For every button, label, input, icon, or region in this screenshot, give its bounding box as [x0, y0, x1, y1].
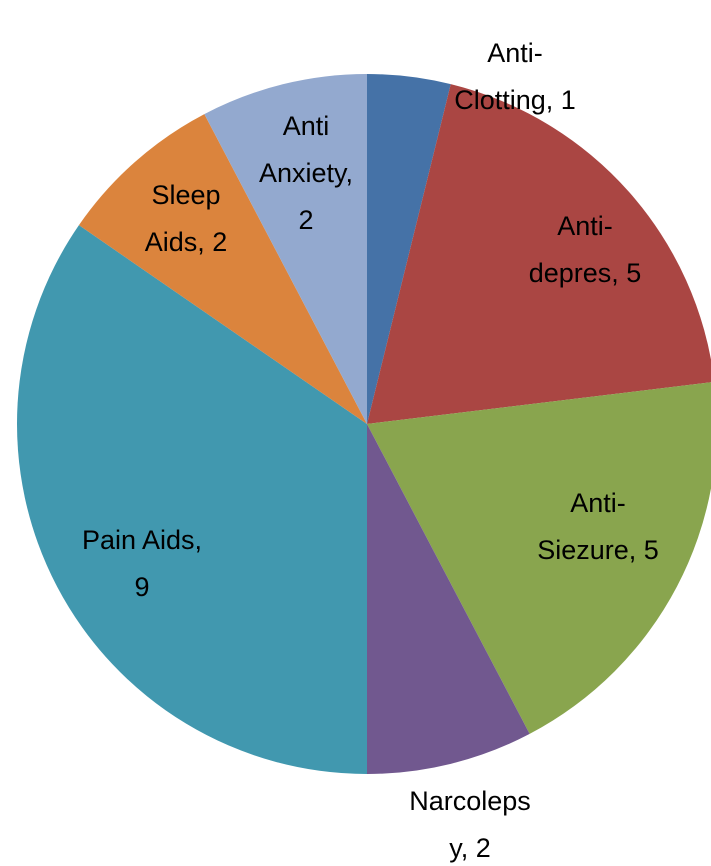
pie-slice — [367, 424, 530, 774]
data-label: Anti- — [487, 38, 543, 68]
pie-slice — [367, 382, 711, 734]
data-label: Siezure, 5 — [537, 535, 659, 565]
data-label: Aids, 2 — [145, 227, 228, 257]
data-label: Anxiety, — [259, 158, 353, 188]
pie-slice — [204, 74, 367, 424]
data-label: depres, 5 — [529, 258, 642, 288]
data-label: 9 — [134, 572, 149, 602]
pie-slice — [17, 225, 368, 774]
pie-slice — [367, 74, 451, 424]
data-label: Anti- — [570, 488, 626, 518]
data-label: Clotting, 1 — [454, 85, 576, 115]
data-label: Narcoleps — [409, 786, 531, 816]
pie-slice — [78, 114, 367, 424]
data-label: 2 — [298, 205, 313, 235]
data-label: Anti — [283, 111, 330, 141]
data-label: y, 2 — [449, 833, 491, 863]
data-label: Anti- — [557, 211, 613, 241]
pie-slice — [367, 84, 711, 424]
data-label: Sleep — [151, 180, 220, 210]
data-label: Pain Aids, — [82, 525, 202, 555]
